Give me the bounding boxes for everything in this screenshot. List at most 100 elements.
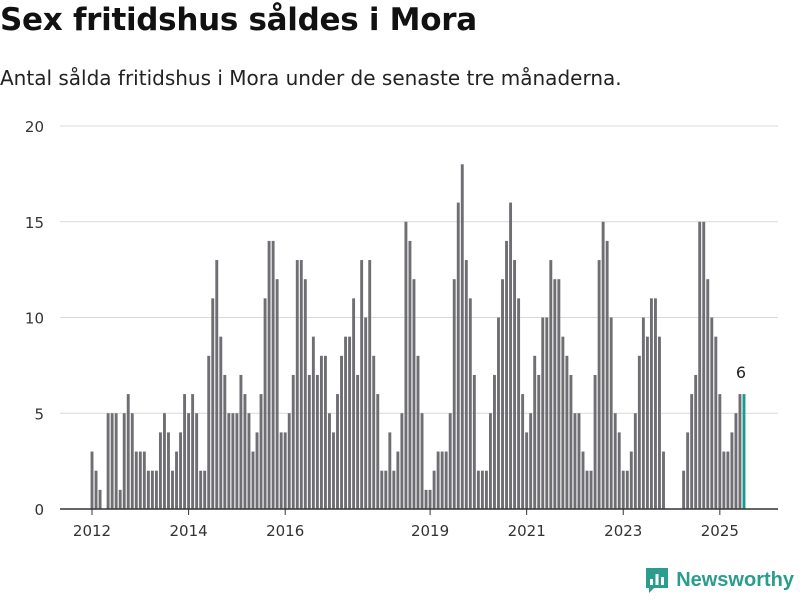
bar [521, 394, 525, 509]
bar [605, 240, 609, 509]
bar [376, 394, 380, 509]
bar [424, 489, 428, 509]
y-tick-label: 0 [34, 501, 44, 519]
bar [698, 221, 702, 509]
bar [621, 470, 625, 509]
bar [319, 355, 323, 509]
bar [509, 202, 513, 509]
bar [332, 432, 335, 509]
bar [730, 432, 734, 509]
bar [275, 279, 279, 509]
bar [613, 413, 617, 509]
bar [533, 355, 537, 509]
bar [126, 394, 130, 509]
bar [380, 470, 384, 509]
page-title: Sex fritidshus såldes i Mora [0, 2, 477, 38]
bar [259, 394, 263, 509]
bar [255, 432, 259, 509]
bar [710, 317, 714, 509]
x-tick-label: 2025 [701, 522, 739, 540]
bar [211, 298, 215, 509]
bar [658, 336, 661, 509]
bar [734, 413, 738, 509]
bar [175, 451, 178, 509]
bar [94, 470, 98, 509]
bar [90, 451, 94, 509]
bar [110, 413, 114, 509]
x-tick-label: 2023 [604, 522, 642, 540]
bar [267, 240, 271, 509]
bar [690, 394, 694, 509]
bar [472, 374, 476, 509]
bar [187, 413, 191, 509]
bar [718, 394, 722, 509]
bar [714, 336, 718, 509]
bar [219, 336, 223, 509]
bar [328, 413, 331, 509]
bar [235, 413, 239, 509]
bar [392, 470, 396, 509]
x-tick-label: 2012 [73, 522, 111, 540]
bar [682, 470, 686, 509]
bar [271, 240, 275, 509]
bar [191, 394, 195, 509]
bar [323, 355, 327, 509]
bar [517, 298, 521, 509]
bar [448, 413, 452, 509]
bar [468, 298, 472, 509]
bar [307, 374, 311, 509]
bar [154, 470, 158, 509]
bar [726, 451, 730, 509]
bar-chart: 0 5 10 15 20 2012 2014 2016 2019 2021 2023 2025 6 [25, 118, 778, 540]
bar [364, 317, 368, 509]
bar [408, 240, 412, 509]
bar [150, 470, 154, 509]
x-tick-label: 2014 [170, 522, 208, 540]
bar [227, 413, 231, 509]
bar [513, 260, 517, 509]
bar [625, 470, 629, 509]
bar [577, 413, 581, 509]
bar [484, 470, 488, 509]
bar [215, 260, 219, 509]
bar [299, 260, 303, 509]
bar [432, 470, 436, 509]
bar [404, 221, 408, 509]
bar [637, 355, 641, 509]
x-tick-label: 2019 [411, 522, 449, 540]
bar [702, 221, 706, 509]
x-tick-label: 2021 [508, 522, 546, 540]
bar [416, 355, 420, 509]
highlighted-bar [742, 394, 746, 509]
bar [601, 221, 605, 509]
bar [138, 451, 142, 509]
bar [497, 317, 500, 509]
bar [686, 432, 690, 509]
bar [549, 260, 553, 509]
bar [199, 470, 203, 509]
bar [493, 374, 496, 509]
bar [428, 489, 432, 509]
bar [609, 317, 613, 509]
bar [167, 432, 170, 509]
bar [295, 260, 299, 509]
brand-name: Newsworthy [676, 568, 794, 591]
bar [315, 374, 319, 509]
bar [537, 374, 541, 509]
bar [525, 432, 529, 509]
bar [440, 451, 444, 509]
bar [340, 355, 343, 509]
bar [633, 413, 637, 509]
bar [654, 298, 657, 509]
bar [589, 470, 593, 509]
highlight-data-label: 6 [736, 363, 746, 382]
bar [569, 374, 573, 509]
newsworthy-logo: Newsworthy [644, 566, 794, 594]
bar [553, 279, 557, 509]
bar [444, 451, 448, 509]
page-subtitle: Antal sålda fritidshus i Mora under de s… [0, 66, 622, 90]
y-tick-label: 10 [25, 310, 44, 328]
bar [142, 451, 146, 509]
bar [134, 451, 138, 509]
bar [223, 374, 227, 509]
